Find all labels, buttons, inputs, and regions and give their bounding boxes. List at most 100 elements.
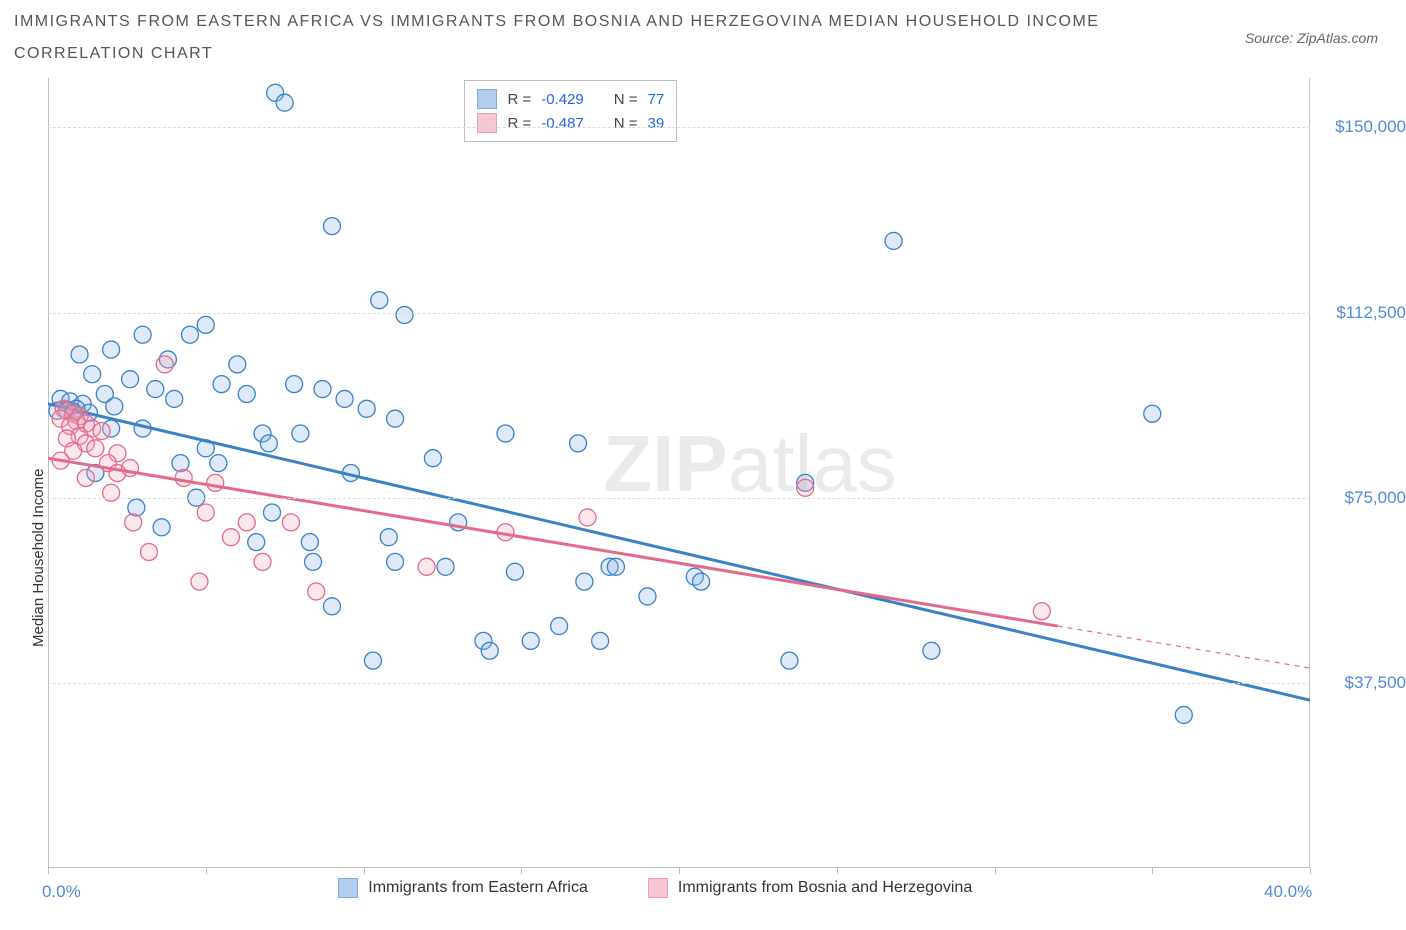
chart-plot-area: ZIPatlas R = -0.429 N = 77 R = -0.487 N … [48, 78, 1310, 868]
series-legend-swatch-1 [648, 878, 668, 898]
y-tick-label: $75,000 [1320, 488, 1406, 508]
scatter-point [191, 573, 208, 590]
scatter-point [781, 652, 798, 669]
scatter-point [797, 479, 814, 496]
scatter-point [128, 499, 145, 516]
scatter-point [1033, 603, 1050, 620]
scatter-point [506, 563, 523, 580]
trend-line [48, 404, 1310, 700]
n-label: N = [614, 91, 638, 108]
scatter-point [387, 410, 404, 427]
scatter-point [197, 316, 214, 333]
scatter-point [424, 450, 441, 467]
r-label: R = [507, 91, 531, 108]
x-tick-mark [206, 868, 207, 874]
series-legend-item-0: Immigrants from Eastern Africa [338, 878, 588, 898]
scatter-point [238, 386, 255, 403]
scatter-point [254, 553, 271, 570]
x-tick-mark [679, 868, 680, 874]
x-axis-min-text: 0.0% [42, 882, 81, 901]
scatter-point [1144, 405, 1161, 422]
scatter-point [579, 509, 596, 526]
scatter-point [238, 514, 255, 531]
scatter-point [147, 381, 164, 398]
scatter-point [437, 558, 454, 575]
scatter-point [248, 534, 265, 551]
scatter-point [153, 519, 170, 536]
chart-title-text: IMMIGRANTS FROM EASTERN AFRICA VS IMMIGR… [14, 13, 1099, 62]
x-axis-max-label: 40.0% [1264, 882, 1312, 902]
scatter-point [172, 455, 189, 472]
scatter-point [103, 341, 120, 358]
scatter-point [323, 218, 340, 235]
y-axis-title: Median Household Income [30, 468, 47, 646]
scatter-point [87, 440, 104, 457]
scatter-point [222, 529, 239, 546]
series-legend-label-0: Immigrants from Eastern Africa [368, 879, 588, 897]
scatter-point [481, 642, 498, 659]
scatter-point [229, 356, 246, 373]
scatter-point [364, 652, 381, 669]
x-tick-mark [48, 868, 49, 874]
y-axis-title-text: Median Household Income [30, 468, 47, 646]
series-legend-label-1: Immigrants from Bosnia and Herzegovina [678, 879, 972, 897]
scatter-point [210, 455, 227, 472]
scatter-point [305, 553, 322, 570]
scatter-point [497, 425, 514, 442]
scatter-point [276, 94, 293, 111]
scatter-point [923, 642, 940, 659]
scatter-point [103, 484, 120, 501]
scatter-point [592, 632, 609, 649]
r-label: R = [507, 115, 531, 132]
scatter-point [323, 598, 340, 615]
scatter-point [380, 529, 397, 546]
x-axis-min-label: 0.0% [42, 882, 81, 902]
legend-swatch-series-0 [477, 89, 497, 109]
y-tick-label: $150,000 [1320, 117, 1406, 137]
scatter-point [166, 390, 183, 407]
series-legend: Immigrants from Eastern Africa Immigrant… [338, 878, 972, 898]
scatter-point [260, 435, 277, 452]
source-citation: Source: ZipAtlas.com [1245, 30, 1378, 46]
scatter-point [93, 423, 110, 440]
scatter-point [286, 376, 303, 393]
scatter-point [213, 376, 230, 393]
source-prefix: Source: [1245, 30, 1297, 46]
scatter-point [71, 346, 88, 363]
correlation-legend: R = -0.429 N = 77 R = -0.487 N = 39 [464, 80, 677, 142]
scatter-point [607, 558, 624, 575]
x-tick-mark [521, 868, 522, 874]
legend-row-series-0: R = -0.429 N = 77 [477, 87, 664, 111]
scatter-point [308, 583, 325, 600]
scatter-point [387, 553, 404, 570]
scatter-point [134, 326, 151, 343]
scatter-point [693, 573, 710, 590]
series-legend-swatch-0 [338, 878, 358, 898]
scatter-point [1175, 706, 1192, 723]
scatter-point [207, 474, 224, 491]
scatter-point [576, 573, 593, 590]
scatter-point [301, 534, 318, 551]
scatter-point [84, 366, 101, 383]
scatter-point [885, 232, 902, 249]
scatter-point [282, 514, 299, 531]
r-value-series-1: -0.487 [541, 115, 584, 132]
n-value-series-1: 39 [648, 115, 665, 132]
scatter-point [122, 371, 139, 388]
gridline [48, 683, 1310, 684]
scatter-point [264, 504, 281, 521]
scatter-point [292, 425, 309, 442]
scatter-point [371, 292, 388, 309]
scatter-point [156, 356, 173, 373]
r-value-series-0: -0.429 [541, 91, 584, 108]
scatter-point [140, 544, 157, 561]
gridline [48, 498, 1310, 499]
scatter-point [418, 558, 435, 575]
y-tick-label: $37,500 [1320, 673, 1406, 693]
series-legend-item-1: Immigrants from Bosnia and Herzegovina [648, 878, 972, 898]
scatter-svg [48, 78, 1310, 868]
legend-row-series-1: R = -0.487 N = 39 [477, 111, 664, 135]
scatter-point [396, 307, 413, 324]
gridline [48, 313, 1310, 314]
source-name: ZipAtlas.com [1297, 30, 1378, 46]
